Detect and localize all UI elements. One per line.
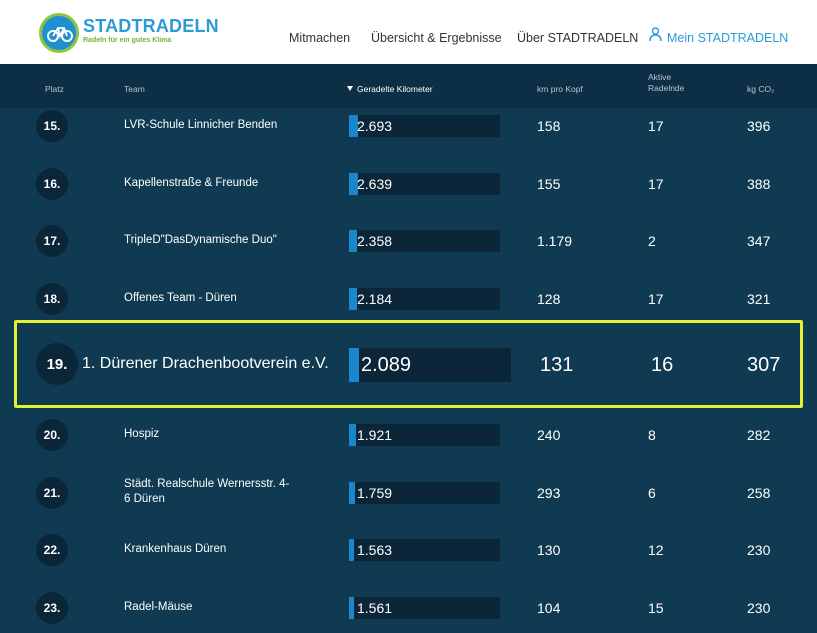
- rank-badge: 20.: [36, 419, 68, 451]
- col-active[interactable]: Aktive Radelnde: [648, 72, 685, 93]
- km-bar: 1.563: [349, 539, 500, 561]
- km-bar: 2.693: [349, 115, 500, 137]
- km-value: 1.759: [357, 485, 393, 501]
- table-row[interactable]: 16. Kapellenstraße & Freunde 2.639 155 17 388: [0, 155, 817, 213]
- site-header: STADTRADELN Radeln für ein gutes Klima M…: [0, 0, 817, 64]
- table-row[interactable]: 17. TripleD"DasDynamische Duo" 2.358 1.179 2…: [0, 212, 817, 270]
- team-name[interactable]: Städt. Realschule Wernersstr. 4-6 Düren: [124, 478, 290, 505]
- km-bar: 1.561: [349, 597, 500, 619]
- bicycle-logo-icon[interactable]: [39, 13, 79, 53]
- km-bar: 2.089: [349, 348, 511, 382]
- km-per-head: 155: [537, 176, 561, 192]
- rank-badge: 22.: [36, 534, 68, 566]
- km-bar-fill: [349, 115, 359, 137]
- km-per-head: 1.179: [537, 233, 573, 249]
- team-name[interactable]: 1. Dürener Drachenbootverein e.V.: [82, 355, 329, 372]
- km-value: 2.184: [357, 291, 393, 307]
- col-per-head[interactable]: km pro Kopf: [537, 84, 583, 94]
- co2-value: 230: [747, 542, 771, 558]
- km-value: 1.921: [357, 427, 393, 443]
- table-row[interactable]: 18. Offenes Team - Düren 2.184 128 17 321: [0, 270, 817, 328]
- km-bar-fill: [349, 230, 358, 252]
- team-name[interactable]: Radel-Mäuse: [124, 601, 193, 613]
- km-per-head: 128: [537, 291, 561, 307]
- table-row[interactable]: 15. LVR-Schule Linnicher Benden 2.693 158 17…: [0, 97, 817, 155]
- nav-uebersicht[interactable]: Übersicht & Ergebnisse: [371, 31, 502, 45]
- co2-value: 396: [747, 118, 771, 134]
- km-bar-fill: [349, 482, 356, 504]
- active-cyclists: 17: [648, 291, 664, 307]
- active-cyclists: 17: [648, 176, 664, 192]
- km-value: 2.358: [357, 233, 393, 249]
- col-platz[interactable]: Platz: [45, 84, 64, 94]
- co2-value: 347: [747, 233, 771, 249]
- co2-value: 230: [747, 600, 771, 616]
- km-value: 2.693: [357, 118, 393, 134]
- km-per-head: 240: [537, 427, 561, 443]
- team-name[interactable]: Hospiz: [124, 428, 160, 440]
- km-per-head: 158: [537, 118, 561, 134]
- km-bar-fill: [349, 539, 355, 561]
- nav-mein[interactable]: Mein STADTRADELN: [667, 31, 789, 45]
- user-icon[interactable]: [649, 27, 662, 47]
- active-cyclists: 15: [648, 600, 664, 616]
- active-cyclists: 12: [648, 542, 664, 558]
- co2-value: 321: [747, 291, 771, 307]
- km-bar: 2.358: [349, 230, 500, 252]
- km-per-head: 293: [537, 485, 561, 501]
- nav-ueber[interactable]: Über STADTRADELN: [517, 31, 639, 45]
- rank-badge: 17.: [36, 225, 68, 257]
- active-cyclists: 2: [648, 233, 656, 249]
- team-name[interactable]: TripleD"DasDynamische Duo": [124, 234, 277, 246]
- active-cyclists: 6: [648, 485, 656, 501]
- col-km-label: Geradelte Kilometer: [357, 84, 433, 94]
- co2-value: 282: [747, 427, 771, 443]
- brand-name[interactable]: STADTRADELN: [83, 16, 219, 36]
- sort-descending-icon: [347, 86, 353, 91]
- col-km[interactable]: Geradelte Kilometer: [347, 84, 433, 95]
- km-bar-fill: [349, 173, 359, 195]
- team-name[interactable]: Krankenhaus Düren: [124, 543, 227, 555]
- km-value: 1.563: [357, 542, 393, 558]
- highlighted-row[interactable]: 19. 1. Dürener Drachenbootverein e.V. 2.…: [14, 320, 803, 408]
- km-bar-fill: [349, 597, 355, 619]
- km-bar: 1.759: [349, 482, 500, 504]
- team-name[interactable]: Offenes Team - Düren: [124, 292, 237, 304]
- km-per-head: 131: [540, 354, 574, 376]
- co2-value: 258: [747, 485, 771, 501]
- co2-value: 307: [747, 354, 781, 376]
- km-bar: 2.184: [349, 288, 500, 310]
- active-cyclists: 17: [648, 118, 664, 134]
- col-team[interactable]: Team: [124, 84, 145, 94]
- km-bar-fill: [349, 424, 356, 446]
- table-row[interactable]: 23. Radel-Mäuse 1.561 104 15 230: [0, 579, 817, 633]
- brand-tagline: Radeln für ein gutes Klima: [83, 37, 172, 44]
- rank-badge: 15.: [36, 110, 68, 142]
- km-bar-fill: [349, 348, 359, 382]
- km-per-head: 130: [537, 542, 561, 558]
- table-row[interactable]: 21. Städt. Realschule Wernersstr. 4-6 Dür…: [0, 464, 817, 522]
- rank-badge: 18.: [36, 283, 68, 315]
- rank-badge: 16.: [36, 168, 68, 200]
- km-bar: 1.921: [349, 424, 500, 446]
- rank-badge: 21.: [36, 477, 68, 509]
- km-value: 2.639: [357, 176, 393, 192]
- nav-mitmachen[interactable]: Mitmachen: [289, 31, 351, 45]
- active-cyclists: 8: [648, 427, 656, 443]
- km-value: 1.561: [357, 600, 393, 616]
- team-name[interactable]: LVR-Schule Linnicher Benden: [124, 119, 278, 131]
- rank-badge: 19.: [36, 343, 78, 385]
- km-per-head: 104: [537, 600, 561, 616]
- rank-badge: 23.: [36, 592, 68, 624]
- km-bar-fill: [349, 288, 357, 310]
- table-header: Platz Team Geradelte Kilometer km pro Ko…: [0, 64, 817, 108]
- co2-value: 388: [747, 176, 771, 192]
- active-cyclists: 16: [651, 354, 674, 376]
- km-bar: 2.639: [349, 173, 500, 195]
- table-row[interactable]: 20. Hospiz 1.921 240 8 282: [0, 406, 817, 464]
- team-name[interactable]: Kapellenstraße & Freunde: [124, 177, 259, 189]
- table-row[interactable]: 22. Krankenhaus Düren 1.563 130 12 230: [0, 521, 817, 579]
- km-value: 2.089: [361, 354, 412, 376]
- col-co2[interactable]: kg CO₂: [747, 84, 775, 94]
